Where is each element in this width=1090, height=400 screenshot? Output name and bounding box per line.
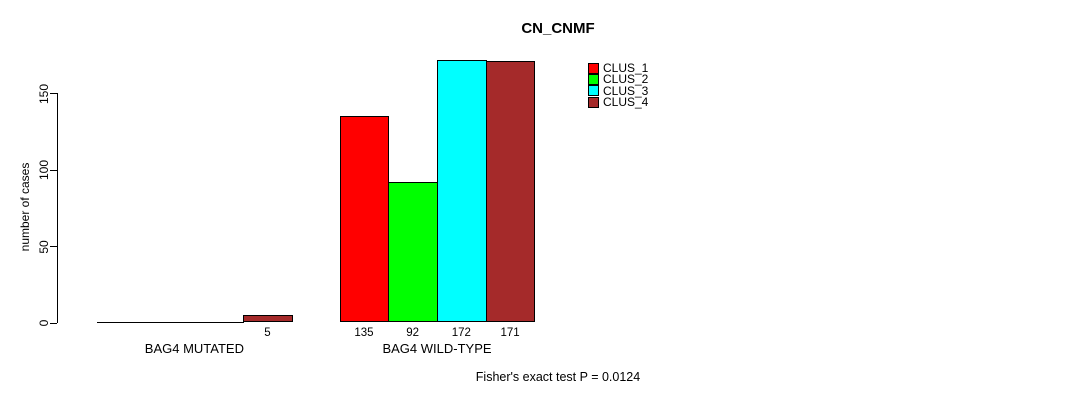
bar-value-label: 5 (264, 326, 271, 339)
annotation-text: Fisher's exact test P = 0.0124 (475, 370, 641, 384)
y-tick-mark (50, 322, 57, 324)
legend-swatch-clus_2 (588, 73, 599, 85)
y-tick-mark (50, 169, 57, 171)
legend-item-clus_3: CLUS_3 (588, 83, 649, 98)
y-tick-label: 100 (37, 160, 51, 181)
bar-clus_1-group2 (339, 116, 390, 323)
bar-clus_1-group1 (97, 321, 147, 323)
legend-label: CLUS_1 (603, 61, 649, 76)
bar-clus_4-group1 (243, 314, 293, 323)
legend-swatch-clus_3 (588, 85, 599, 97)
legend-label: CLUS_3 (603, 83, 649, 98)
y-tick-mark (50, 93, 57, 95)
legend-item-clus_4: CLUS_4 (588, 95, 649, 110)
y-tick-label: 0 (37, 319, 51, 327)
y-tick-label: 150 (37, 83, 51, 104)
bar-value-label: 172 (451, 326, 471, 339)
category-label: BAG4 WILD-TYPE (382, 341, 492, 356)
category-label: BAG4 MUTATED (144, 341, 244, 356)
bar-clus_2-group1 (145, 321, 196, 323)
legend-swatch-clus_4 (588, 96, 599, 108)
chart-title: CN_CNMF (521, 20, 595, 37)
y-axis-line (57, 93, 58, 324)
bar-clus_3-group2 (437, 59, 487, 323)
bar-clus_2-group2 (388, 182, 438, 323)
legend-item-clus_1: CLUS_1 (588, 61, 649, 76)
bar-clus_3-group1 (194, 321, 245, 323)
legend-label: CLUS_4 (603, 95, 649, 110)
y-axis-label: number of cases (18, 162, 32, 252)
legend-swatch-clus_1 (588, 62, 599, 74)
legend-item-clus_2: CLUS_2 (588, 72, 649, 87)
legend-label: CLUS_2 (603, 72, 649, 87)
bar-clus_4-group2 (485, 61, 536, 323)
y-tick-label: 50 (37, 239, 51, 254)
y-tick-mark (50, 246, 57, 248)
bar-value-label: 92 (406, 326, 420, 339)
bar-value-label: 171 (500, 326, 520, 339)
bar-value-label: 135 (354, 326, 374, 339)
